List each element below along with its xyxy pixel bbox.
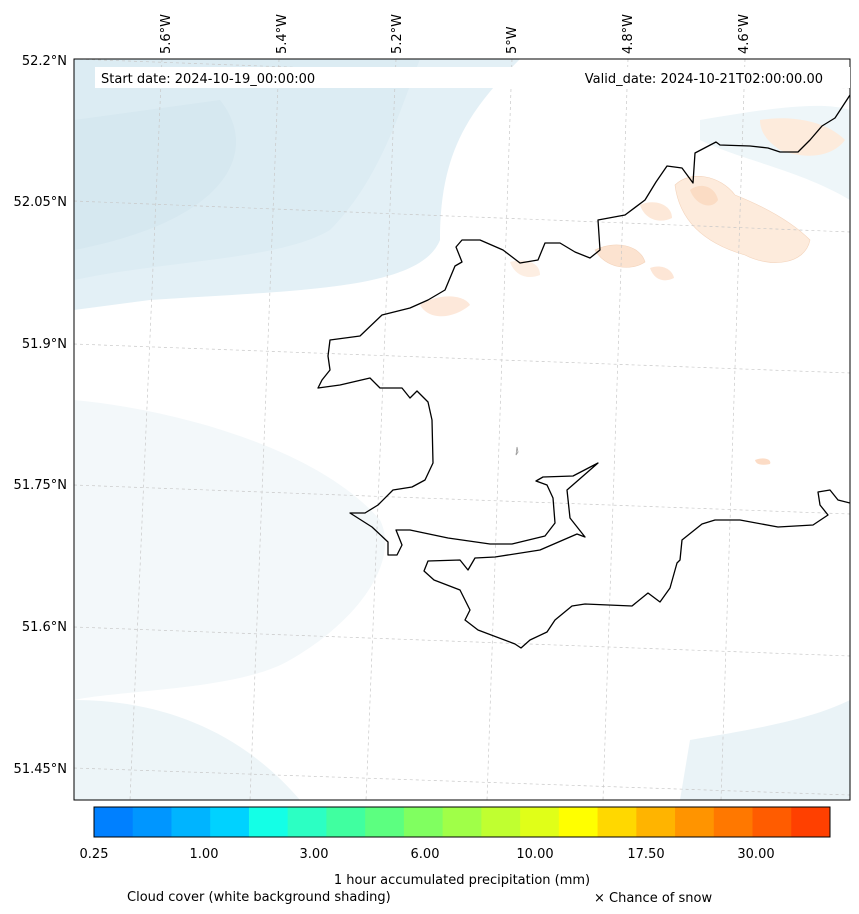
colorbar-segment [326, 807, 366, 837]
colorbar-segment [520, 807, 560, 837]
colorbar-tick-labels: 0.25 1.00 3.00 6.00 10.00 17.50 30.00 [80, 847, 775, 862]
colorbar-segment [636, 807, 676, 837]
colorbar-tick-label: 1.00 [190, 847, 219, 862]
snow-legend: × Chance of snow [594, 891, 712, 906]
start-date-label: Start date: 2024-10-19_00:00:00 [101, 72, 315, 87]
date-header-bg [95, 67, 850, 88]
colorbar-segment [442, 807, 482, 837]
lon-label: 5.6°W [159, 14, 174, 54]
colorbar-segment [403, 807, 444, 837]
map-area[interactable] [74, 59, 850, 800]
colorbar-frame [93, 806, 831, 838]
colorbar-segment [752, 807, 792, 837]
map-frame [73, 58, 851, 801]
colorbar-segment [365, 807, 405, 837]
lon-label: 4.8°W [621, 14, 636, 54]
colorbar-segment [210, 807, 250, 837]
colorbar-title: 1 hour accumulated precipitation (mm) [334, 873, 590, 888]
colorbar-tick-label: 6.00 [411, 847, 440, 862]
colorbar-segment [94, 807, 134, 837]
coastline [317, 94, 850, 649]
colorbar-segment [597, 807, 637, 837]
colorbar-tick-label: 0.25 [80, 847, 109, 862]
lat-label: 51.75°N [14, 478, 67, 493]
colorbar-tick-label: 3.00 [300, 847, 329, 862]
colorbar-segment [713, 807, 754, 837]
lon-label: 5.2°W [390, 14, 405, 54]
lat-label: 52.05°N [14, 195, 67, 210]
precip-colorbar [94, 807, 831, 837]
colorbar-tick-label: 10.00 [516, 847, 553, 862]
colorbar-tick-label: 30.00 [737, 847, 774, 862]
valid-date-label: Valid_date: 2024-10-21T02:00:00.00 [585, 72, 823, 87]
graticule [74, 59, 850, 800]
precip-patches [420, 118, 845, 465]
colorbar-segment [171, 807, 211, 837]
colorbar-segment [287, 807, 327, 837]
lat-label: 51.9°N [22, 337, 67, 352]
lat-label: 51.45°N [14, 762, 67, 777]
latitude-labels: 52.2°N 52.05°N 51.9°N 51.75°N 51.6°N 51.… [14, 54, 67, 777]
lat-label: 51.6°N [22, 620, 67, 635]
colorbar-segment [558, 807, 599, 837]
cloud-cover-note: Cloud cover (white background shading) [127, 890, 391, 905]
island [515, 446, 519, 456]
lon-label: 5°W [505, 26, 520, 54]
lon-label: 5.4°W [275, 14, 290, 54]
colorbar-tick-label: 17.50 [627, 847, 664, 862]
colorbar-segment [675, 807, 715, 837]
cloud-cover-shading [74, 59, 850, 800]
lon-label: 4.6°W [737, 14, 752, 54]
colorbar-segment [791, 807, 831, 837]
lat-label: 52.2°N [22, 54, 67, 69]
longitude-labels: 5.6°W 5.4°W 5.2°W 5°W 4.8°W 4.6°W [159, 14, 752, 54]
colorbar-segment [132, 807, 172, 837]
colorbar-segment [248, 807, 289, 837]
colorbar-segment [481, 807, 521, 837]
